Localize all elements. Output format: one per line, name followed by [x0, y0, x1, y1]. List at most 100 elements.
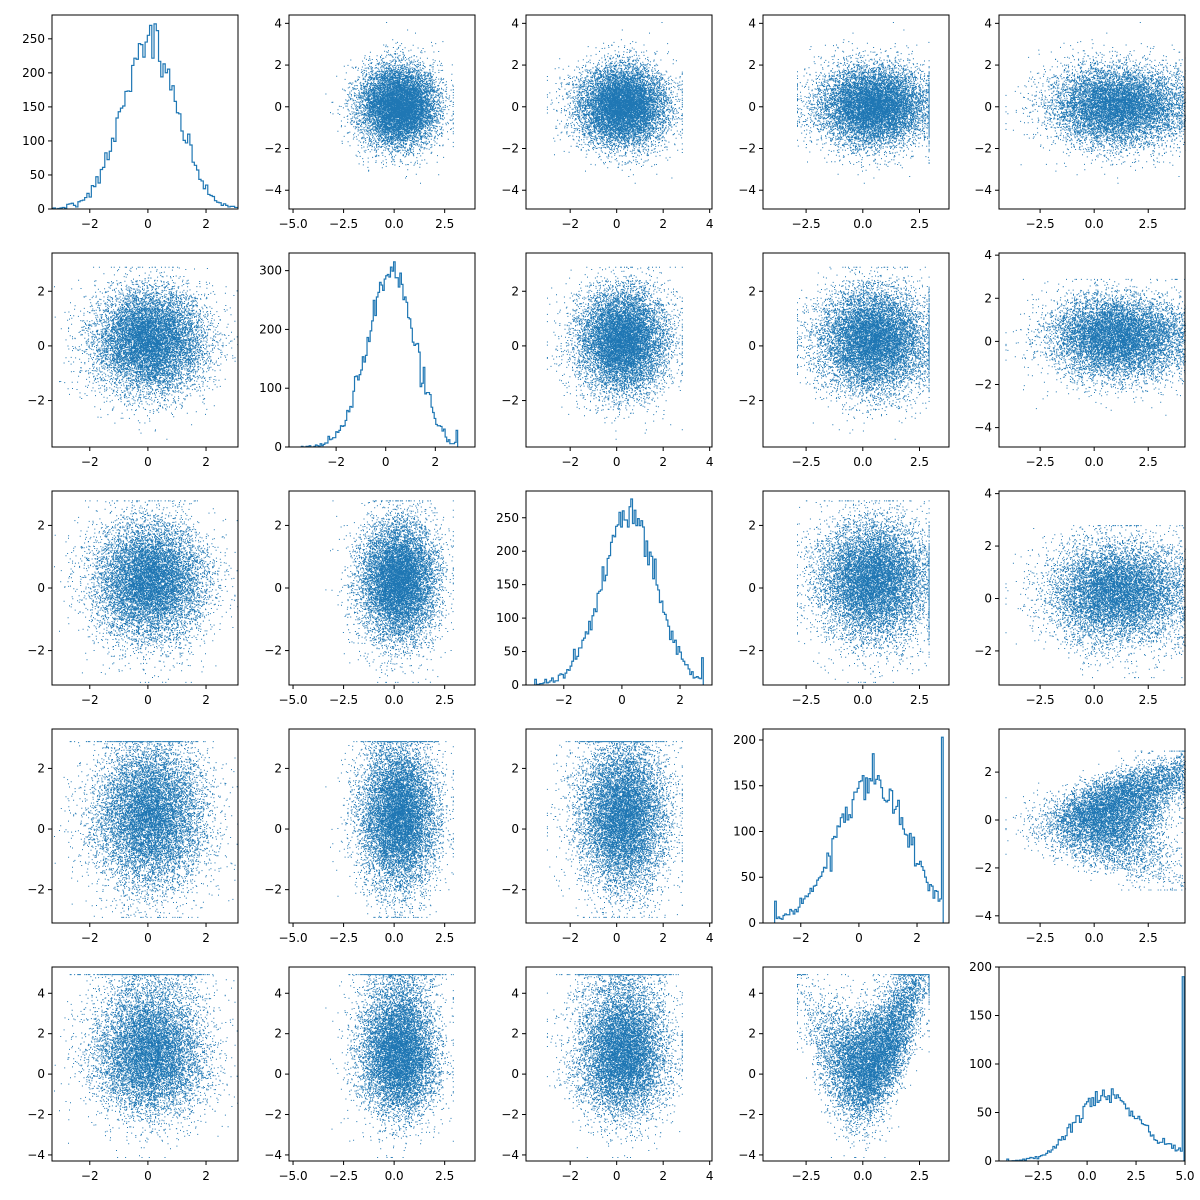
y-tick-label: 100	[733, 824, 756, 838]
x-tick-label: 0	[855, 931, 863, 945]
scatter-points	[325, 22, 454, 184]
y-tick-label: −2	[264, 883, 282, 897]
y-tick-label: 2	[37, 1027, 45, 1041]
y-tick-label: −4	[974, 421, 992, 435]
x-tick-label: −2	[561, 217, 579, 231]
y-tick-label: 0	[274, 822, 282, 836]
scatter-points	[54, 500, 239, 683]
y-tick-label: 200	[259, 322, 282, 336]
histogram-line	[52, 23, 238, 209]
axes-frame	[51, 252, 239, 448]
panel-r2-c1: −5.0 −2.5 0.0 2.5 −2 0 2	[264, 490, 476, 707]
panel-r0-c2: −2 0 2 4 −4 −2 0 2 4	[501, 14, 713, 231]
y-tick-label: 4	[37, 986, 45, 1000]
scatter-points	[325, 974, 454, 1158]
x-tick-label: −5.0	[278, 217, 307, 231]
panel-r4-c2: −2 0 2 4 −4 −2 0 2 4	[501, 966, 713, 1183]
y-tick-label: 50	[504, 645, 519, 659]
x-tick-label: −5.0	[278, 1169, 307, 1183]
y-tick-label: 4	[274, 986, 282, 1000]
panel-r0-c4: −2.5 0.0 2.5 −4 −2 0 2 4	[974, 14, 1186, 231]
axes-frame	[762, 14, 950, 210]
x-tick-label: 2	[676, 693, 684, 707]
y-tick-label: 2	[984, 291, 992, 305]
panel-r0-c0: −2 0 2 0 50 100 150 200 250	[22, 14, 239, 231]
y-tick-label: 0	[37, 822, 45, 836]
y-tick-label: −2	[974, 644, 992, 658]
y-tick-label: −4	[264, 1148, 282, 1162]
histogram-line	[534, 498, 704, 685]
y-tick-label: 150	[733, 779, 756, 793]
x-tick-label: 0	[613, 931, 621, 945]
y-tick-label: 0	[511, 339, 519, 353]
x-tick-label: 4	[706, 455, 714, 469]
x-tick-label: −2	[327, 455, 345, 469]
x-tick-label: 0.0	[853, 455, 872, 469]
y-tick-label: 50	[741, 870, 756, 884]
scatter-points	[1005, 750, 1186, 891]
y-tick-label: −2	[501, 142, 519, 156]
axes-frame	[762, 966, 950, 1162]
y-tick-label: 200	[496, 544, 519, 558]
panel-r3-c0: −2 0 2 −2 0 2	[27, 728, 239, 945]
y-tick-label: 150	[22, 100, 45, 114]
y-tick-label: 0	[748, 916, 756, 930]
x-tick-label: 2.5	[1127, 1169, 1146, 1183]
axes-frame	[998, 728, 1186, 924]
y-tick-label: 2	[984, 765, 992, 779]
x-tick-label: 0.0	[385, 217, 404, 231]
scatter-points	[546, 266, 683, 440]
x-tick-label: −2	[555, 693, 573, 707]
y-tick-label: 2	[274, 58, 282, 72]
x-tick-label: 2.5	[435, 931, 454, 945]
y-tick-label: 2	[274, 1027, 282, 1041]
y-tick-label: 200	[969, 960, 992, 974]
x-tick-label: 0.0	[1085, 217, 1104, 231]
y-tick-label: 0	[748, 339, 756, 353]
x-tick-label: 0	[144, 217, 152, 231]
panel-r4-c3: −2.5 0.0 2.5 −4 −2 0 2 4	[738, 966, 950, 1183]
x-tick-label: 0.0	[853, 1169, 872, 1183]
y-tick-label: 4	[748, 16, 756, 30]
axes-frame	[998, 252, 1186, 448]
x-tick-label: 0.0	[853, 217, 872, 231]
y-tick-label: 250	[496, 511, 519, 525]
panel-r3-c4: −2.5 0.0 2.5 −4 −2 0 2	[974, 728, 1186, 945]
y-tick-label: 100	[22, 134, 45, 148]
x-tick-label: 2.5	[435, 1169, 454, 1183]
axes-frame	[762, 490, 950, 686]
y-tick-label: 2	[37, 518, 45, 532]
panel-r2-c4: −2.5 0.0 2.5 −2 0 2 4	[974, 487, 1186, 707]
y-tick-label: 0	[511, 1067, 519, 1081]
y-tick-label: 0	[984, 100, 992, 114]
axes-frame	[525, 490, 713, 686]
scatter-points	[797, 500, 930, 683]
x-tick-label: 2.5	[435, 217, 454, 231]
x-tick-label: 2	[202, 931, 210, 945]
x-tick-label: −2.5	[792, 217, 821, 231]
scatter-points	[797, 22, 930, 184]
axes-frame	[762, 252, 950, 448]
x-tick-label: 2.5	[1139, 217, 1158, 231]
y-tick-label: 2	[511, 58, 519, 72]
axes-frame	[288, 14, 476, 210]
x-tick-label: 2.5	[1139, 693, 1158, 707]
panel-r4-c0: −2 0 2 −4 −2 0 2 4	[27, 966, 239, 1183]
axes-frame	[51, 728, 239, 924]
y-tick-label: −2	[27, 394, 45, 408]
x-tick-label: −5.0	[278, 693, 307, 707]
x-tick-label: 2.5	[435, 693, 454, 707]
axes-frame	[51, 490, 239, 686]
y-tick-label: 0	[511, 678, 519, 692]
x-tick-label: 0.0	[385, 693, 404, 707]
y-tick-label: 200	[22, 66, 45, 80]
y-tick-label: 0	[511, 822, 519, 836]
y-tick-label: 0	[984, 813, 992, 827]
panel-r1-c4: −2.5 0.0 2.5 −4 −2 0 2 4	[974, 248, 1186, 469]
scatter-points	[325, 741, 454, 918]
x-tick-label: 0.0	[1085, 693, 1104, 707]
x-tick-label: −2	[81, 217, 99, 231]
